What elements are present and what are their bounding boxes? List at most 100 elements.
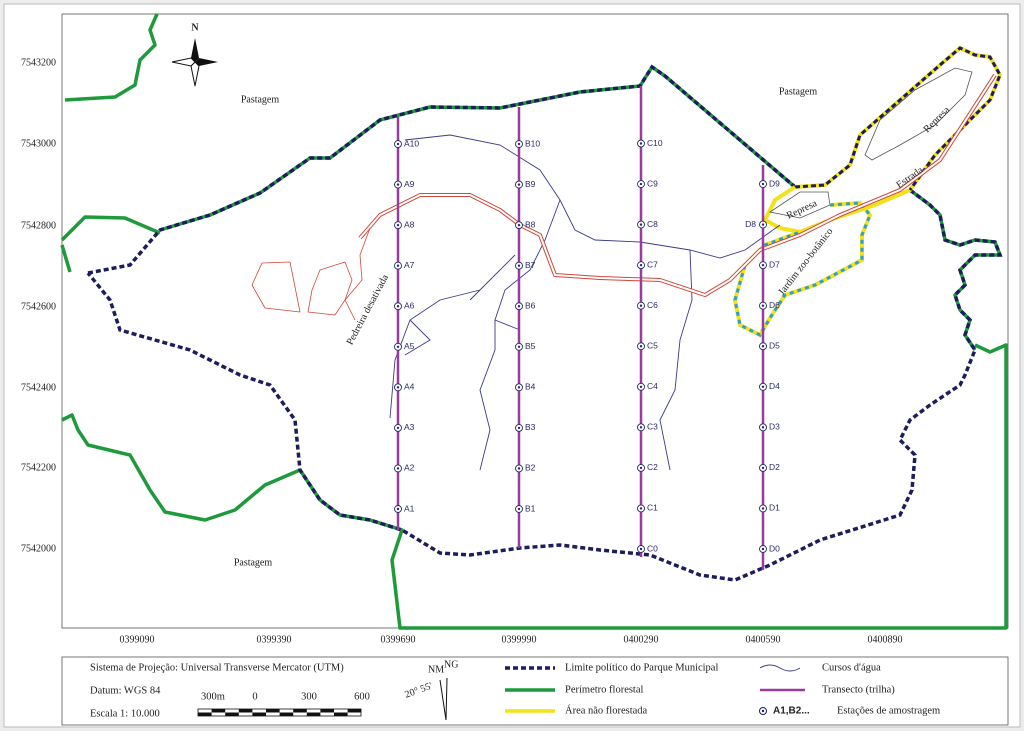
station-label: D0: [769, 543, 780, 553]
station-label: D1: [769, 503, 780, 513]
station-dot: [761, 547, 765, 551]
station-label: D5: [769, 341, 780, 351]
scale-bar: [197, 708, 362, 717]
station-dot: [639, 547, 643, 551]
station-dot: [517, 507, 521, 511]
station-dot: [761, 304, 765, 307]
projection: Sistema de Projeção: Universal Transvers…: [90, 662, 344, 673]
legend-label: Cursos d'água: [822, 662, 881, 673]
station-label: B5: [525, 341, 536, 351]
station-dot: [639, 426, 643, 429]
scale-bar-segment: [252, 712, 266, 716]
station-label: C10: [647, 138, 663, 148]
perimeter-line: [60, 215, 161, 273]
legend-symbol: [761, 709, 765, 713]
station-dot: [396, 183, 400, 186]
station-label: A8: [404, 219, 415, 229]
park-boundary: [86, 64, 1003, 582]
station-dot: [517, 345, 521, 348]
station-dot: [761, 466, 765, 470]
legend-station-symbol: A1,B2...: [773, 706, 810, 717]
station-dot: [517, 264, 521, 267]
station-dot: [396, 264, 400, 267]
station-label: C4: [647, 381, 658, 391]
nm-label: NM: [428, 664, 444, 675]
station-dot: [396, 305, 400, 308]
coordinate-labels: 7543200 7543000 7542800 7542600 7542400 …: [21, 57, 903, 645]
scale: Escala 1: 10.000: [90, 708, 160, 719]
station-label: C7: [647, 259, 658, 269]
station-dot: [639, 507, 643, 510]
station-dot: [517, 223, 521, 227]
station-dot: [639, 304, 643, 307]
north-label: N: [191, 22, 199, 33]
station-dot: [517, 305, 521, 308]
scale-bar-label: 600: [354, 691, 370, 702]
scale-bar-segment: [225, 712, 239, 716]
station-label: C2: [647, 462, 658, 472]
scale-bar-segment: [293, 709, 307, 713]
x-coord: 0399390: [257, 634, 292, 645]
y-coord: 7542600: [21, 301, 56, 312]
roads: [251, 73, 997, 321]
station-dot: [761, 507, 765, 510]
station-label: D7: [769, 259, 780, 269]
station-label: B1: [525, 503, 536, 513]
station-label: A4: [404, 382, 415, 392]
scale-bar-segment: [320, 709, 334, 713]
station-label: B4: [525, 382, 536, 392]
station-label: D9: [769, 178, 780, 188]
station-label: B3: [525, 422, 536, 432]
station-dot: [517, 386, 521, 389]
x-coord: 0400890: [868, 634, 903, 645]
legend-label: Limite político do Parque Municipal: [565, 662, 718, 673]
y-coord: 7542000: [21, 543, 56, 554]
station-label: A9: [404, 179, 415, 189]
station-label: C5: [647, 341, 658, 351]
station-label: B10: [525, 138, 540, 148]
station-dot: [396, 507, 400, 511]
station-dot: [396, 386, 400, 389]
x-coord: 0400590: [746, 634, 781, 645]
station-dot: [639, 142, 643, 145]
station-label: A7: [404, 260, 415, 270]
y-coord: 7542800: [21, 220, 56, 231]
scale-bar-label: 300: [301, 691, 317, 702]
quarry-area: [307, 261, 353, 316]
station-dot: [639, 223, 643, 226]
station-label: D3: [769, 422, 780, 432]
place-label: Pastagem: [234, 557, 273, 568]
nm-arrow: [439, 679, 447, 721]
station-dot: [761, 223, 765, 226]
station-label: B6: [525, 301, 536, 311]
river: [404, 134, 781, 259]
scale-bar-segment: [266, 709, 280, 713]
river: [404, 319, 431, 356]
station-dot: [639, 385, 643, 388]
station-label: A10: [404, 138, 419, 148]
datum: Datum: WGS 84: [90, 685, 161, 696]
scale-bar-segment: [238, 709, 253, 713]
station-dot: [761, 426, 765, 429]
scale-bar-segment: [279, 712, 294, 716]
compass-needle: [191, 38, 199, 62]
station-dot: [396, 223, 400, 227]
scale-bar-frame: [197, 708, 362, 717]
station-dot: [396, 142, 400, 146]
station-label: B8: [525, 219, 536, 229]
station-dot: [639, 345, 643, 348]
perimeter-line: [64, 13, 159, 102]
x-coord: 0399090: [120, 634, 155, 645]
station-dot: [396, 345, 400, 348]
scale-bar-segment: [306, 712, 321, 716]
station-label: A3: [404, 422, 415, 432]
station-label: A1: [404, 503, 415, 513]
station-label: C0: [647, 543, 658, 553]
station-label: A5: [404, 341, 415, 351]
station-label: B7: [525, 260, 536, 270]
station-label: D2: [769, 462, 780, 472]
station-label: C9: [647, 178, 658, 188]
scale-bar-segment: [347, 709, 362, 713]
map-frame: [61, 13, 1009, 629]
